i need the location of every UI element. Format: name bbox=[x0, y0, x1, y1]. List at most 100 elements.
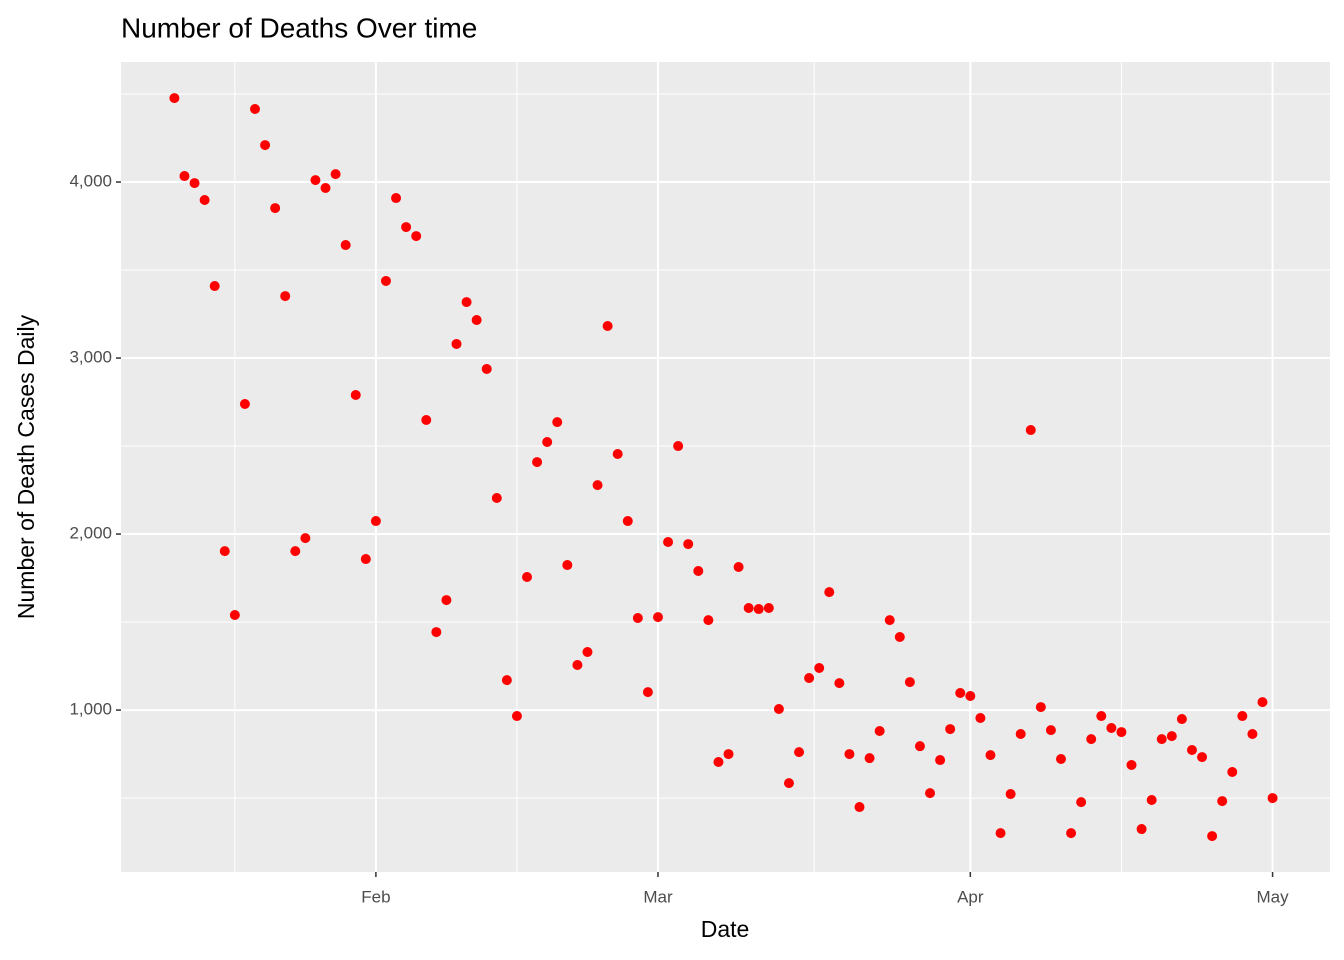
point bbox=[310, 175, 321, 186]
point bbox=[360, 554, 371, 565]
point bbox=[602, 321, 613, 332]
point bbox=[1197, 752, 1208, 763]
point bbox=[562, 560, 573, 571]
point bbox=[391, 193, 402, 204]
point bbox=[1025, 425, 1036, 436]
point bbox=[542, 437, 553, 448]
point bbox=[743, 602, 754, 613]
point bbox=[1116, 727, 1127, 738]
point bbox=[320, 183, 331, 194]
point bbox=[804, 673, 815, 684]
point bbox=[511, 711, 522, 722]
point bbox=[1096, 711, 1107, 722]
point bbox=[844, 749, 855, 760]
point bbox=[673, 441, 684, 452]
point bbox=[260, 140, 271, 151]
point bbox=[733, 561, 744, 572]
point bbox=[1005, 789, 1016, 800]
point bbox=[1015, 729, 1026, 740]
point bbox=[441, 595, 452, 606]
point bbox=[280, 291, 291, 302]
point bbox=[1247, 729, 1258, 740]
point bbox=[350, 390, 361, 401]
point bbox=[249, 103, 260, 114]
point bbox=[642, 687, 653, 698]
point bbox=[582, 646, 593, 657]
y-tick-label: 4,000 bbox=[69, 172, 112, 191]
point bbox=[1106, 723, 1117, 734]
point bbox=[501, 675, 512, 686]
point bbox=[693, 566, 704, 577]
point bbox=[783, 778, 794, 789]
point bbox=[189, 178, 200, 189]
point bbox=[612, 448, 623, 459]
grid bbox=[121, 62, 1330, 872]
point bbox=[925, 788, 936, 799]
point bbox=[894, 632, 905, 643]
point bbox=[723, 749, 734, 760]
point bbox=[995, 828, 1006, 839]
point bbox=[1035, 702, 1046, 713]
point bbox=[935, 755, 946, 766]
y-axis-label: Number of Death Cases Daily bbox=[13, 314, 39, 619]
point bbox=[1207, 831, 1218, 842]
point bbox=[945, 724, 956, 735]
y-tick-label: 3,000 bbox=[69, 348, 112, 367]
point bbox=[1066, 828, 1077, 839]
point bbox=[824, 587, 835, 598]
point bbox=[451, 338, 462, 349]
x-tick-label: Mar bbox=[643, 887, 673, 906]
point bbox=[481, 363, 492, 374]
point bbox=[663, 536, 674, 547]
point bbox=[1227, 767, 1238, 778]
point bbox=[471, 315, 482, 326]
x-tick-label: Feb bbox=[361, 887, 390, 906]
point bbox=[1166, 731, 1177, 742]
point bbox=[1076, 797, 1087, 808]
point bbox=[1257, 697, 1268, 708]
point bbox=[1146, 795, 1157, 806]
point bbox=[753, 604, 764, 615]
point bbox=[622, 516, 633, 527]
point bbox=[300, 533, 311, 544]
chart-title: Number of Deaths Over time bbox=[121, 12, 477, 43]
point bbox=[290, 546, 301, 557]
x-axis-label: Date bbox=[701, 916, 750, 942]
point bbox=[219, 546, 230, 557]
point bbox=[461, 297, 472, 308]
point bbox=[914, 741, 925, 752]
point bbox=[1156, 734, 1167, 745]
point bbox=[834, 678, 845, 689]
point bbox=[1176, 714, 1187, 725]
point bbox=[411, 231, 422, 242]
point bbox=[1086, 734, 1097, 745]
point bbox=[1055, 754, 1066, 765]
point bbox=[652, 612, 663, 623]
point bbox=[1186, 745, 1197, 756]
point bbox=[401, 222, 412, 233]
point bbox=[179, 171, 190, 182]
point bbox=[632, 613, 643, 624]
point bbox=[229, 610, 240, 621]
x-tick-label: Apr bbox=[957, 887, 984, 906]
point bbox=[370, 516, 381, 527]
point bbox=[1136, 824, 1147, 835]
panel bbox=[121, 62, 1330, 872]
point bbox=[955, 687, 966, 698]
point bbox=[1217, 796, 1228, 807]
point bbox=[703, 615, 714, 626]
point bbox=[814, 663, 825, 674]
point bbox=[552, 417, 563, 428]
point bbox=[209, 281, 220, 292]
point bbox=[683, 539, 694, 550]
point bbox=[572, 660, 583, 671]
point bbox=[985, 750, 996, 761]
point bbox=[491, 492, 502, 503]
point bbox=[854, 802, 865, 813]
point bbox=[904, 677, 915, 688]
point bbox=[522, 572, 533, 583]
point bbox=[794, 747, 805, 758]
y-tick-label: 1,000 bbox=[69, 700, 112, 719]
point bbox=[431, 627, 442, 638]
